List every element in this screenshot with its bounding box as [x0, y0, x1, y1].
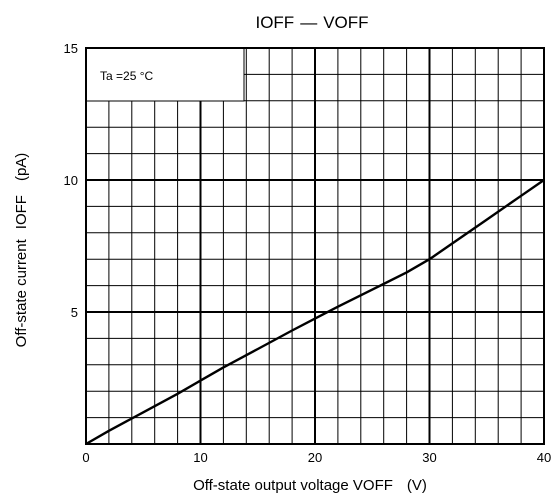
series-line [85, 179, 545, 446]
title-subscript-off-1: OFF [260, 13, 294, 32]
plot-frame [85, 47, 545, 445]
x-label-main: Off-state output voltage V [193, 477, 363, 494]
y-label-main: Off-state current [13, 238, 30, 347]
y-label-subscript: OFF [13, 195, 30, 225]
title-symbol-i: I [255, 13, 260, 32]
y-tick-label: 15 [64, 41, 78, 56]
major-grid [86, 48, 544, 444]
x-tick-label: 10 [193, 450, 207, 465]
y-tick-label: 10 [64, 173, 78, 188]
annotation-text: Ta =25 °C [100, 69, 153, 83]
tick-layer: 0 10 20 30 40 5 10 15 [64, 41, 552, 465]
y-axis-label: Off-state current IOFF (pA) [13, 153, 30, 348]
y-tick-label: 5 [71, 305, 78, 320]
title-subscript-off-2: OFF [335, 13, 369, 32]
x-tick-label: 0 [82, 450, 89, 465]
chart-title: IOFF — VOFF [255, 13, 368, 32]
title-dash: — [300, 13, 317, 32]
y-label-symbol: I [13, 225, 30, 229]
title-symbol-v: V [323, 13, 335, 32]
x-tick-label: 20 [308, 450, 322, 465]
x-label-subscript: OFF [363, 477, 393, 494]
x-tick-label: 40 [537, 450, 551, 465]
x-tick-label: 30 [422, 450, 436, 465]
y-label-unit: (pA) [13, 153, 30, 181]
x-axis-label: Off-state output voltage VOFF (V) [193, 477, 427, 494]
series-layer [85, 179, 545, 446]
x-label-unit: (V) [407, 477, 427, 494]
